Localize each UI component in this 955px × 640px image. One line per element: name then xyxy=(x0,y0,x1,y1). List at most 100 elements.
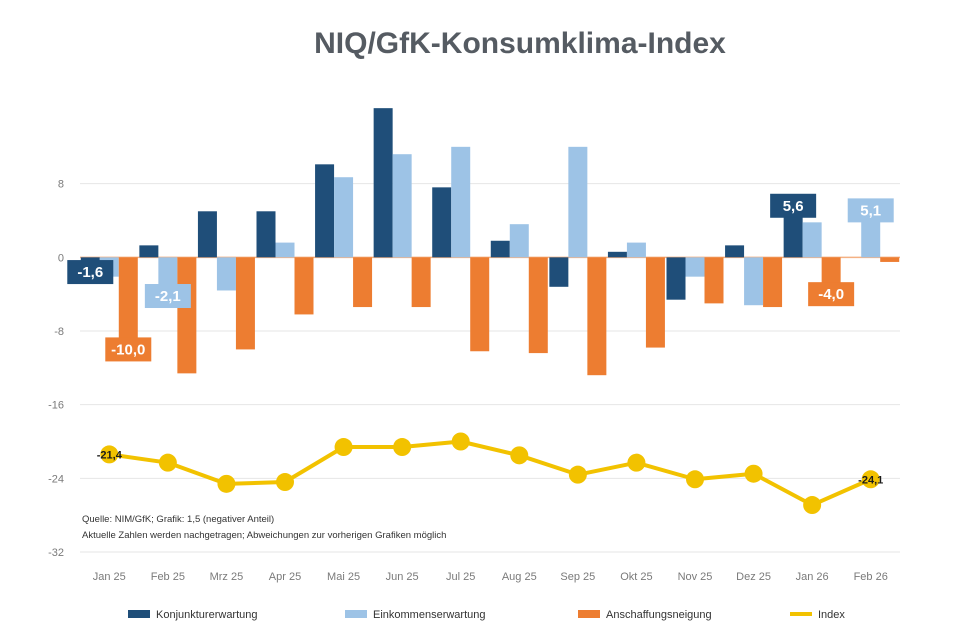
bar xyxy=(685,257,705,277)
source-note: Quelle: NIM/GfK; Grafik: 1,5 (negativer … xyxy=(82,514,274,525)
bar xyxy=(763,257,783,308)
source-notes: Quelle: NIM/GfK; Grafik: 1,5 (negativer … xyxy=(82,514,446,541)
data-label: 5,6 xyxy=(783,198,804,215)
y-tick-label: 0 xyxy=(58,252,64,264)
bar xyxy=(645,257,665,348)
bar xyxy=(392,154,412,258)
data-label: -10,0 xyxy=(111,341,145,358)
legend: Konjunkturerwartung Einkommenserwartung An… xyxy=(128,609,845,621)
x-tick-label: Jun 25 xyxy=(386,571,419,583)
bar xyxy=(607,251,627,258)
x-axis-ticks: Jan 25 Feb 25 Mrz 25 Apr 25 Mai 25 Jun 25 Jul … xyxy=(93,571,888,583)
data-label-box xyxy=(847,198,894,223)
bar xyxy=(626,242,646,258)
revision-note: Aktuelle Zahlen werden nachgetragen; Abw… xyxy=(82,530,446,541)
bar xyxy=(432,187,452,258)
index-point xyxy=(100,445,119,464)
bar xyxy=(666,257,686,300)
bar xyxy=(216,257,236,291)
data-label: -2,1 xyxy=(155,288,181,305)
data-label-box xyxy=(808,282,855,307)
bar xyxy=(490,240,510,258)
index-point xyxy=(686,470,704,489)
bar xyxy=(353,257,373,308)
x-tick-label: Jul 25 xyxy=(446,571,475,583)
y-tick-label: 8 xyxy=(58,179,64,191)
bar xyxy=(470,257,490,352)
legend-label: Anschaffungsneigung xyxy=(606,609,712,621)
index-point xyxy=(158,453,177,472)
x-tick-label: Mai 25 xyxy=(327,571,360,583)
index-series-line xyxy=(109,439,872,508)
x-tick-label: Feb 26 xyxy=(854,571,888,583)
x-tick-label: Okt 25 xyxy=(620,571,652,583)
data-label-box xyxy=(67,260,114,285)
y-tick-label: -8 xyxy=(54,326,64,338)
x-tick-label: Jan 26 xyxy=(796,571,829,583)
bar xyxy=(177,257,197,374)
bar xyxy=(275,242,295,258)
bar xyxy=(294,257,314,315)
bar xyxy=(315,164,335,258)
bar xyxy=(451,146,471,258)
legend-label: Konjunkturerwartung xyxy=(156,609,258,621)
x-tick-label: Sep 25 xyxy=(560,571,595,583)
bar xyxy=(802,222,822,258)
bars xyxy=(80,108,900,376)
index-point xyxy=(451,432,470,451)
data-label-box xyxy=(105,337,152,362)
index-point xyxy=(217,474,236,493)
index-point xyxy=(334,438,353,457)
x-tick-label: Nov 25 xyxy=(678,571,713,583)
bar xyxy=(139,245,159,258)
index-point xyxy=(568,465,587,484)
index-label: -21,4 xyxy=(97,449,123,461)
index-point xyxy=(510,446,529,465)
data-label: -4,0 xyxy=(818,286,844,303)
legend-swatch xyxy=(345,610,367,618)
x-tick-label: Apr 25 xyxy=(269,571,301,583)
data-label-box xyxy=(770,193,817,218)
x-tick-label: Mrz 25 xyxy=(210,571,244,583)
x-tick-label: Feb 25 xyxy=(151,571,185,583)
legend-swatch xyxy=(578,610,600,618)
bar xyxy=(256,211,276,258)
bar xyxy=(587,257,607,376)
y-axis-ticks: 8 0 -8 -16 -24 -32 xyxy=(48,179,64,559)
bar xyxy=(334,177,354,258)
data-label: 5,1 xyxy=(860,202,881,219)
index-point xyxy=(627,453,646,472)
bar xyxy=(411,257,431,308)
y-tick-label: -32 xyxy=(48,547,64,559)
x-tick-label: Aug 25 xyxy=(502,571,537,583)
legend-swatch xyxy=(128,610,150,618)
data-labels: -1,6 5,6 -2,1 5,1 -10,0 -4,0 -21,4 -24,1 xyxy=(67,193,894,486)
bar xyxy=(568,146,588,258)
bar xyxy=(549,257,569,287)
index-line xyxy=(100,432,880,515)
bar xyxy=(744,257,764,306)
index-label: -24,1 xyxy=(858,474,883,486)
bar xyxy=(509,224,529,258)
bar xyxy=(235,257,255,350)
chart-title: NIQ/GfK-Konsumklima-Index xyxy=(314,27,726,60)
x-tick-label: Dez 25 xyxy=(736,571,771,583)
index-point xyxy=(803,496,822,515)
bar xyxy=(725,245,745,258)
data-label-box xyxy=(144,284,191,309)
x-tick-label: Jan 25 xyxy=(93,571,126,583)
legend-label: Einkommenserwartung xyxy=(373,609,486,621)
index-point xyxy=(393,438,412,457)
bar xyxy=(783,205,803,258)
bar xyxy=(704,257,724,304)
bar xyxy=(880,257,900,262)
bar xyxy=(373,108,393,258)
index-point xyxy=(276,473,294,492)
data-label: -1,6 xyxy=(77,264,103,281)
bar xyxy=(197,211,217,258)
legend-label: Index xyxy=(818,609,845,621)
y-tick-label: -24 xyxy=(48,473,64,485)
y-tick-label: -16 xyxy=(48,400,64,412)
bar xyxy=(118,257,138,350)
